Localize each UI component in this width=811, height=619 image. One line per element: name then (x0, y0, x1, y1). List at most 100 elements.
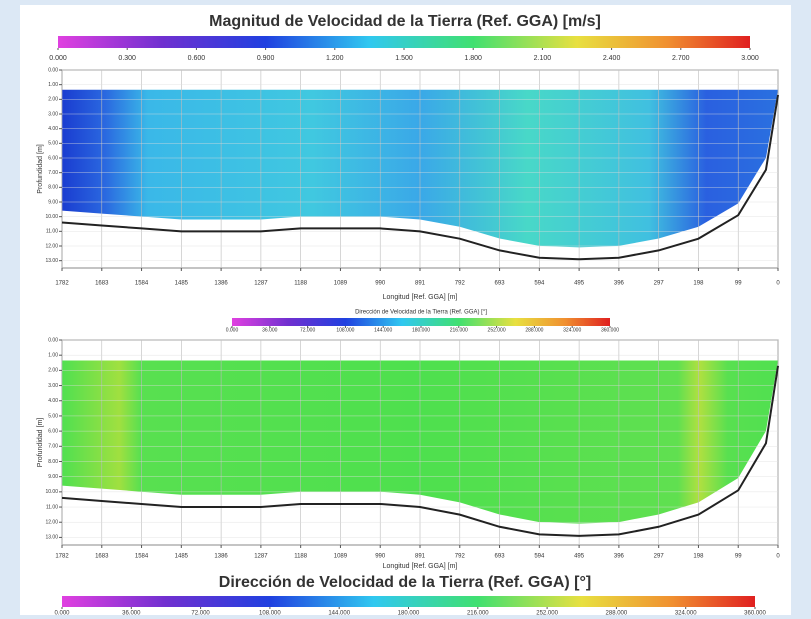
x-tick-label: 1188 (294, 281, 308, 287)
x-tick-label: 297 (654, 554, 665, 560)
y-tick-label: 13.00 (45, 258, 58, 264)
y-tick-label: 2.00 (48, 97, 58, 103)
x-tick-label: 1287 (254, 554, 268, 560)
x-tick-label: 495 (574, 554, 585, 560)
colorbar-tick-label: 180.000 (398, 611, 420, 617)
colorbar-tick-label: 324.000 (675, 611, 697, 617)
y-tick-label: 10.00 (45, 489, 58, 495)
x-tick-label: 495 (574, 281, 585, 287)
y-tick-label: 3.00 (48, 383, 58, 389)
x-tick-label: 1188 (294, 554, 308, 560)
x-tick-label: 198 (693, 554, 704, 560)
colorbar-tick-label: 144.000 (328, 611, 350, 617)
colorbar-tick-label: 36.000 (262, 327, 278, 333)
y-tick-label: 1.00 (48, 353, 58, 359)
y-tick-label: 4.00 (48, 398, 58, 404)
bed-profile (61, 94, 779, 261)
x-tick-label: 1287 (254, 281, 268, 287)
x-axis-label: Longitud [Ref. GGA] [m] (383, 563, 458, 570)
x-tick-label: 1485 (175, 281, 189, 287)
x-tick-label: 0 (776, 554, 780, 560)
y-tick-label: 5.00 (48, 413, 58, 419)
y-tick-label: 5.00 (48, 141, 58, 147)
x-tick-label: 1386 (214, 554, 228, 560)
colorbar-tick-label: 1.800 (464, 55, 482, 62)
x-tick-label: 792 (455, 554, 466, 560)
x-tick-label: 1782 (55, 554, 69, 560)
y-tick-label: 6.00 (48, 155, 58, 161)
x-axis-label: Longitud [Ref. GGA] [m] (383, 294, 458, 301)
y-tick-label: 9.00 (48, 474, 58, 480)
y-tick-label: 4.00 (48, 126, 58, 132)
x-tick-label: 1485 (175, 554, 189, 560)
y-axis-label: Profundidad [m] (37, 418, 44, 467)
colorbar-tick-label: 216.000 (467, 611, 489, 617)
x-tick-label: 0 (776, 281, 780, 287)
y-tick-label: 0.00 (48, 337, 58, 343)
x-tick-label: 99 (735, 554, 742, 560)
x-tick-label: 1386 (214, 281, 228, 287)
x-tick-label: 693 (495, 281, 506, 287)
colorbar-tick-label: 252.000 (488, 327, 506, 333)
colorbar-tick-label: 2.400 (603, 55, 621, 62)
y-tick-label: 9.00 (48, 199, 58, 205)
colorbar-tick-label: 288.000 (525, 327, 543, 333)
colorbar-tick-label: 0.900 (257, 55, 275, 62)
y-tick-label: 6.00 (48, 428, 58, 434)
colorbar (232, 318, 610, 326)
x-tick-label: 1683 (95, 554, 109, 560)
x-tick-label: 297 (654, 281, 665, 287)
y-tick-label: 2.00 (48, 368, 58, 374)
x-tick-label: 990 (375, 554, 386, 560)
y-tick-label: 12.00 (45, 520, 58, 526)
colorbar-tick-label: 1.200 (326, 55, 344, 62)
colorbar-tick-label: 180.000 (412, 327, 430, 333)
colorbar-tick-label: 108.000 (259, 611, 281, 617)
x-tick-label: 891 (415, 554, 426, 560)
x-tick-label: 1584 (135, 281, 149, 287)
x-tick-label: 990 (375, 281, 386, 287)
x-tick-label: 1782 (55, 281, 69, 287)
colorbar-tick-label: 72.000 (191, 611, 210, 617)
x-tick-label: 1683 (95, 281, 109, 287)
chart-title: Dirección de Velocidad de la Tierra (Ref… (219, 574, 591, 591)
colorbar-tick-label: 360.000 (601, 327, 619, 333)
y-tick-label: 11.00 (46, 504, 58, 510)
x-tick-label: 891 (415, 281, 426, 287)
colorbar (58, 36, 750, 48)
colorbar-tick-label: 360.000 (744, 611, 766, 617)
colorbar-tick-label: 0.000 (54, 611, 70, 617)
y-tick-label: 0.00 (48, 67, 58, 73)
colorbar-tick-label: 0.600 (188, 55, 206, 62)
x-tick-label: 396 (614, 281, 625, 287)
colorbar-tick-label: 36.000 (122, 611, 141, 617)
chart-title: Magnitud de Velocidad de la Tierra (Ref.… (209, 13, 601, 30)
y-tick-label: 13.00 (45, 535, 58, 541)
y-axis-label: Profundidad [m] (37, 144, 44, 193)
y-tick-label: 1.00 (48, 82, 58, 88)
x-tick-label: 693 (495, 554, 506, 560)
colorbar-tick-label: 72.000 (300, 327, 316, 333)
x-tick-label: 594 (534, 281, 545, 287)
x-tick-label: 1584 (135, 554, 149, 560)
colorbar-tick-label: 216.000 (450, 327, 468, 333)
colorbar-tick-label: 0.300 (118, 55, 136, 62)
x-tick-label: 792 (455, 281, 466, 287)
colorbar (62, 596, 755, 607)
colorbar-tick-label: 0.000 (226, 327, 239, 333)
colorbar-tick-label: 3.000 (741, 55, 759, 62)
colorbar-tick-label: 2.700 (672, 55, 690, 62)
y-tick-label: 7.00 (48, 170, 58, 176)
y-tick-label: 12.00 (45, 243, 58, 249)
bed-profile (61, 365, 779, 537)
x-tick-label: 99 (735, 281, 742, 287)
colorbar-tick-label: 108.000 (336, 327, 354, 333)
x-tick-label: 594 (534, 554, 545, 560)
y-tick-label: 11.00 (46, 229, 58, 235)
y-tick-label: 7.00 (48, 444, 58, 450)
colorbar-tick-label: 288.000 (606, 611, 628, 617)
x-tick-label: 198 (693, 281, 704, 287)
y-tick-label: 3.00 (48, 111, 58, 117)
colorbar-tick-label: 324.000 (563, 327, 581, 333)
